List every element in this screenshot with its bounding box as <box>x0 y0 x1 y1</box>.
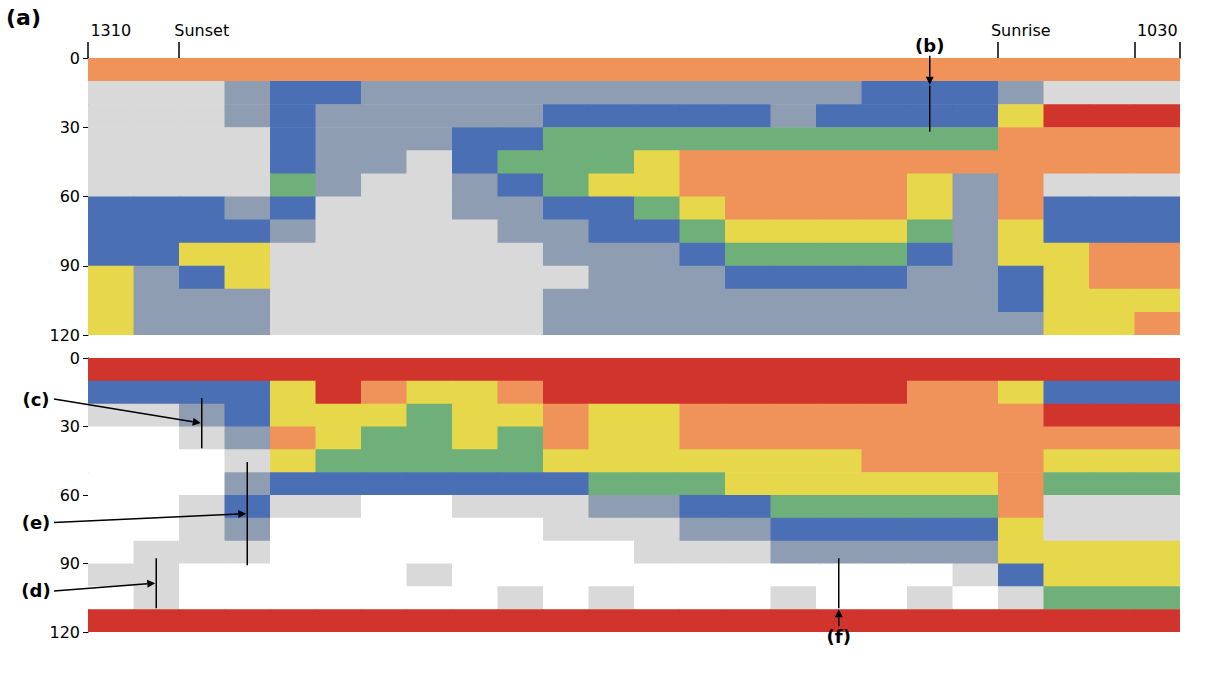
svg-text:(e): (e) <box>22 512 51 533</box>
svg-text:30: 30 <box>60 417 80 436</box>
svg-text:120: 120 <box>49 326 80 345</box>
svg-text:(c): (c) <box>22 389 49 410</box>
svg-text:30: 30 <box>60 118 80 137</box>
svg-text:(b): (b) <box>915 35 944 56</box>
svg-text:90: 90 <box>60 554 80 573</box>
svg-text:60: 60 <box>60 187 80 206</box>
svg-text:(a): (a) <box>6 5 41 30</box>
svg-text:90: 90 <box>60 256 80 275</box>
svg-text:1030: 1030 <box>1137 21 1178 40</box>
svg-text:0: 0 <box>70 49 80 68</box>
svg-text:120: 120 <box>49 623 80 642</box>
svg-text:Sunrise: Sunrise <box>991 21 1051 40</box>
svg-text:0: 0 <box>70 349 80 368</box>
svg-text:1310: 1310 <box>90 21 131 40</box>
svg-text:Sunset: Sunset <box>174 21 229 40</box>
svg-text:60: 60 <box>60 486 80 505</box>
svg-text:(f): (f) <box>827 626 851 647</box>
svg-text:(d): (d) <box>21 580 50 601</box>
